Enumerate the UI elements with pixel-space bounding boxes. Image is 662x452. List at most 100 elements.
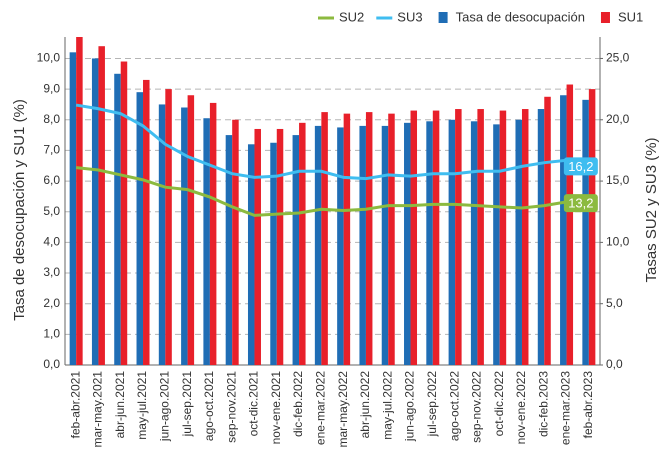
y-tick-label: 1,0 [43, 327, 60, 341]
bar [521, 109, 529, 365]
bar [493, 124, 500, 365]
y2-tick-label: 25,0 [606, 51, 630, 65]
x-tick-label: abr-jun.2022 [358, 371, 372, 439]
bar [314, 125, 322, 366]
bar [477, 109, 484, 365]
line [75, 166, 589, 217]
x-tick-label: ene-mar.2022 [314, 371, 328, 445]
y-tick-label: 3,0 [43, 265, 60, 279]
legend-label: SU3 [397, 9, 422, 24]
bar [181, 107, 188, 365]
bar [566, 84, 574, 366]
bar [225, 135, 233, 365]
bar [98, 46, 105, 366]
x-tick-label: dic-feb.2023 [536, 371, 550, 437]
bar [455, 109, 462, 365]
bar [270, 142, 277, 365]
bar [381, 125, 389, 366]
bar [91, 58, 99, 365]
bar [544, 96, 551, 366]
y2-tick-label: 0,0 [606, 357, 623, 371]
bar [410, 110, 418, 365]
bar [448, 119, 456, 365]
x-tick-label: jun-ago.2022 [403, 371, 417, 442]
value-label: 16,2 [568, 159, 593, 174]
y2-tick-label: 20,0 [606, 112, 630, 126]
bar [337, 127, 344, 366]
bar [292, 135, 300, 365]
y-tick-label: 7,0 [43, 143, 60, 157]
x-tick-label: oct-dic.2021 [247, 371, 261, 437]
bar [165, 89, 172, 365]
y-tick-label: 8,0 [43, 112, 60, 126]
x-tick-label: abr-jun.2021 [113, 371, 127, 439]
x-tick-label: feb-abr.2023 [581, 371, 595, 439]
y2-tick-label: 10,0 [606, 235, 630, 249]
y-tick-label: 10,0 [37, 51, 61, 65]
bar [276, 128, 284, 365]
bar [69, 52, 77, 366]
bar [426, 121, 433, 365]
legend-label: SU1 [618, 9, 643, 24]
bar [187, 95, 195, 366]
x-tick-label: nov-ene.2022 [514, 371, 528, 445]
x-tick-label: jun-ago.2021 [157, 371, 171, 442]
x-tick-label: ago-oct.2021 [202, 371, 216, 441]
x-tick-label: sep-nov.2021 [224, 371, 238, 443]
bar [158, 104, 166, 365]
bar [120, 61, 128, 365]
x-tick-label: feb-abr.2021 [68, 371, 82, 439]
value-label-box [563, 194, 598, 213]
bar [143, 79, 150, 365]
bar [499, 110, 507, 365]
legend-label: Tasa de desocupación [456, 9, 585, 24]
bar [537, 109, 545, 365]
bar [247, 144, 255, 365]
bar [365, 112, 373, 365]
value-label-box [563, 157, 598, 176]
x-tick-label: mar-may.2022 [336, 371, 350, 448]
bar [203, 118, 210, 365]
bar [388, 113, 395, 365]
legend-label: SU2 [339, 9, 364, 24]
value-label: 13,2 [568, 196, 593, 211]
bar [359, 125, 366, 366]
y2-axis-title: Tasas SU2 y SU3 (%) [643, 137, 660, 282]
y2-tick-label: 5,0 [606, 296, 623, 310]
legend-swatch [600, 12, 610, 23]
bar [254, 128, 261, 365]
y-tick-label: 4,0 [43, 235, 60, 249]
x-tick-label: jul-sep.2021 [180, 371, 194, 438]
bar [560, 95, 567, 366]
legend-swatch [438, 12, 448, 23]
x-tick-label: may-jul.2022 [380, 371, 394, 440]
x-tick-label: may-jul.2021 [135, 371, 149, 440]
x-tick-label: ene-mar.2023 [559, 371, 573, 445]
x-tick-label: sep-nov.2022 [470, 371, 484, 443]
bar [582, 99, 589, 365]
y-tick-label: 0,0 [43, 357, 60, 371]
y-tick-label: 6,0 [43, 173, 60, 187]
bar [515, 119, 522, 365]
x-tick-label: jul-sep.2022 [425, 371, 439, 438]
bar [209, 102, 217, 365]
bar [404, 122, 411, 365]
y-tick-label: 2,0 [43, 296, 60, 310]
x-tick-label: nov-ene.2021 [269, 371, 283, 445]
y-axis-title: Tasa de desocupación y SU1 (%) [11, 99, 28, 321]
bar [588, 89, 596, 365]
bar [232, 119, 239, 365]
y2-tick-label: 15,0 [606, 173, 630, 187]
y-tick-label: 9,0 [43, 81, 60, 95]
x-tick-label: dic-feb.2022 [291, 371, 305, 437]
line [75, 103, 590, 181]
x-tick-label: oct-dic.2022 [492, 371, 506, 437]
x-tick-label: mar-may.2021 [91, 371, 105, 448]
bar [299, 122, 306, 365]
bar [432, 110, 440, 365]
y-tick-label: 5,0 [43, 204, 60, 218]
bar [470, 121, 478, 365]
bar [321, 112, 328, 365]
x-tick-label: ago-oct.2022 [447, 371, 461, 441]
